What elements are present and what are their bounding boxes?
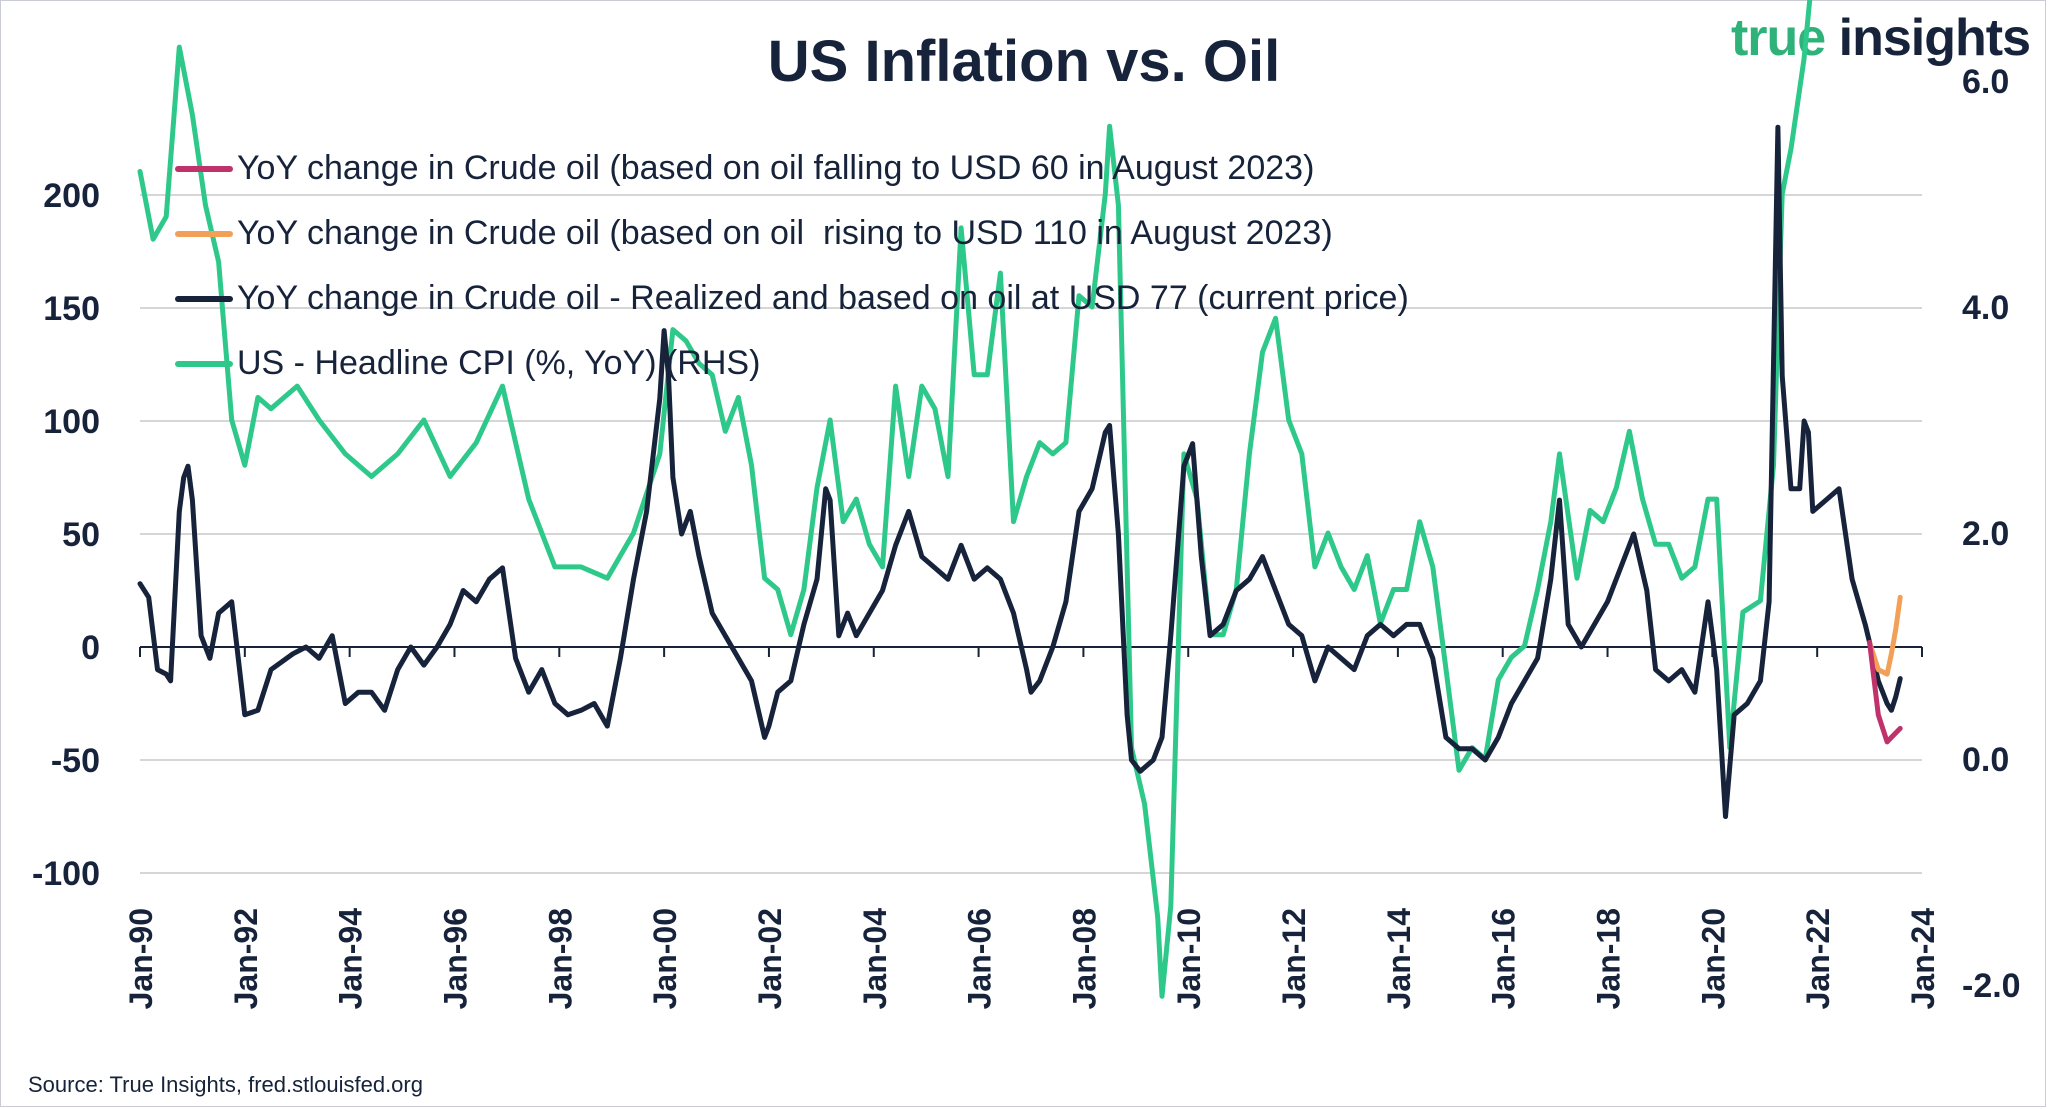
y-left-tick-label: 0 — [81, 629, 100, 667]
y-right-tick-label: 2.0 — [1962, 515, 2009, 553]
x-tick-label: Jan-04 — [857, 908, 893, 1010]
legend: YoY change in Crude oil (based on oil fa… — [175, 136, 1409, 396]
logo-word-insights: insights — [1838, 9, 2031, 67]
legend-label-cpi: US - Headline CPI (%, YoY) (RHS) — [237, 344, 761, 382]
x-tick-label: Jan-18 — [1591, 908, 1627, 1009]
source-note: Source: True Insights, fred.stlouisfed.o… — [28, 1072, 423, 1097]
series-line-oil-realized — [137, 124, 1903, 819]
x-tick-label: Jan-98 — [542, 908, 578, 1009]
x-tick-label: Jan-96 — [437, 908, 473, 1009]
legend-label-oil-60: YoY change in Crude oil (based on oil fa… — [237, 149, 1315, 187]
y-left-tick-label: -50 — [51, 742, 100, 780]
y-left-tick-label: -100 — [32, 855, 100, 893]
x-tick-label: Jan-10 — [1171, 908, 1207, 1009]
series-line-cpi — [137, 0, 1813, 999]
series-line-oil-60 — [1867, 640, 1903, 745]
y-right-tick-label: 4.0 — [1962, 289, 2009, 327]
x-tick-label: Jan-24 — [1905, 908, 1941, 1010]
y-right-tick-label: -2.0 — [1962, 967, 2021, 1005]
x-tick-label: Jan-02 — [752, 908, 788, 1009]
axes: -100-50050100150200-2.00.02.04.06.08.010… — [32, 63, 2021, 1010]
x-tick-label: Jan-94 — [333, 908, 369, 1010]
y-left-tick-label: 150 — [43, 290, 100, 328]
legend-item-oil-realized: YoY change in Crude oil - Realized and b… — [175, 266, 1409, 331]
x-tick-label: Jan-00 — [647, 908, 683, 1009]
y-left-tick-label: 50 — [62, 516, 100, 554]
legend-item-oil-60: YoY change in Crude oil (based on oil fa… — [175, 136, 1409, 201]
x-tick-label: Jan-12 — [1276, 908, 1312, 1009]
legend-label-oil-110: YoY change in Crude oil (based on oil ri… — [237, 214, 1333, 252]
series-line-oil-110 — [1867, 594, 1903, 677]
legend-label-oil-realized: YoY change in Crude oil - Realized and b… — [237, 279, 1409, 317]
x-tick-label: Jan-22 — [1800, 908, 1836, 1009]
y-left-tick-label: 100 — [43, 403, 100, 441]
x-tick-label: Jan-16 — [1486, 908, 1522, 1009]
y-right-tick-label: 0.0 — [1962, 741, 2009, 779]
x-tick-label: Jan-08 — [1066, 908, 1102, 1009]
y-right-tick-label: 6.0 — [1962, 63, 2009, 101]
x-tick-label: Jan-20 — [1695, 908, 1731, 1009]
true-insights-logo: true insights — [1731, 8, 2031, 68]
chart-title: US Inflation vs. Oil — [767, 29, 1281, 94]
series-lines — [137, 0, 1903, 999]
x-tick-label: Jan-90 — [123, 908, 159, 1009]
legend-swatch-oil-60 — [175, 165, 233, 172]
x-tick-label: Jan-92 — [228, 908, 264, 1009]
y-left-tick-label: 200 — [43, 177, 100, 215]
legend-swatch-oil-realized — [175, 295, 233, 302]
legend-swatch-cpi — [175, 360, 233, 367]
x-tick-label: Jan-06 — [962, 908, 998, 1009]
legend-item-cpi: US - Headline CPI (%, YoY) (RHS) — [175, 331, 1409, 396]
legend-item-oil-110: YoY change in Crude oil (based on oil ri… — [175, 201, 1409, 266]
x-tick-label: Jan-14 — [1381, 908, 1417, 1010]
legend-swatch-oil-110 — [175, 230, 233, 237]
